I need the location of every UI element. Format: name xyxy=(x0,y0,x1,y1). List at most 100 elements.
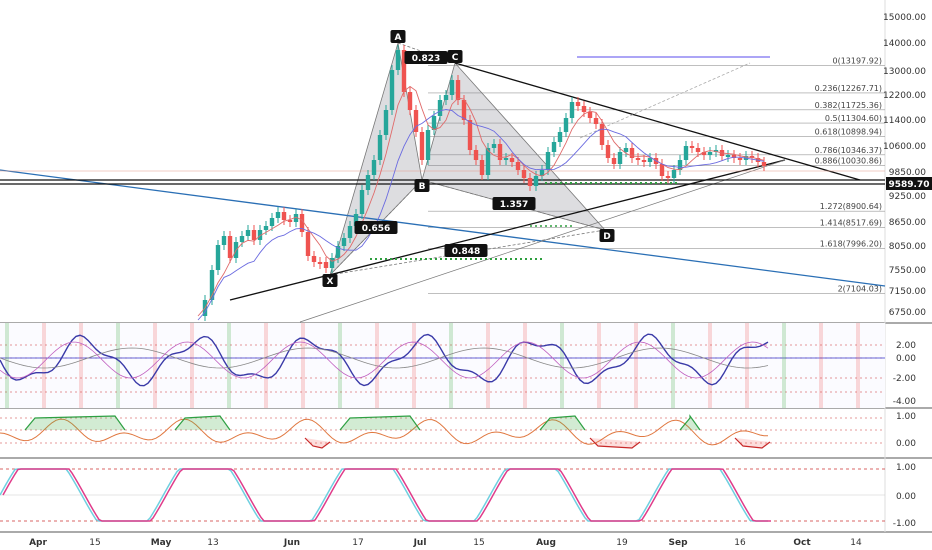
ratio-label-badge xyxy=(444,244,488,257)
candle xyxy=(383,110,389,135)
time-tick: Jul xyxy=(413,538,427,548)
candle xyxy=(539,170,545,176)
candle xyxy=(605,145,611,158)
osc2-tick: 0.00 xyxy=(896,439,916,449)
candle xyxy=(221,236,227,245)
fib-label: 0.5(11304.60) xyxy=(825,114,882,123)
current-price-badge xyxy=(886,177,932,190)
osc1-pane xyxy=(0,323,885,408)
candle xyxy=(629,148,635,158)
point-b: B xyxy=(419,182,426,192)
candle xyxy=(635,158,641,160)
osc1-highlight xyxy=(412,323,416,408)
candle xyxy=(467,120,473,150)
ratio-label-badge xyxy=(492,197,536,210)
candle xyxy=(587,112,593,118)
fib-label: 0.236(12267.71) xyxy=(815,84,882,93)
candle xyxy=(245,230,251,236)
osc1-highlight xyxy=(227,323,231,408)
osc1-highlight xyxy=(819,323,823,408)
ratio-label-badge xyxy=(404,51,448,64)
price-tick: 7550.00 xyxy=(889,266,926,276)
candle xyxy=(389,70,395,110)
candle xyxy=(323,262,329,268)
candle xyxy=(473,150,479,160)
osc1-highlight xyxy=(597,323,601,408)
candle xyxy=(341,238,347,246)
point-x: X xyxy=(327,277,334,287)
candle xyxy=(365,175,371,190)
fib-label: 2(7104.03) xyxy=(838,284,882,293)
time-tick: Aug xyxy=(536,538,556,548)
price-tick: 9250.00 xyxy=(889,192,926,202)
fib-label: 1.272(8900.64) xyxy=(820,202,882,211)
osc1-highlight xyxy=(745,323,749,408)
price-tick: 15000.00 xyxy=(883,13,926,23)
fib-label: 0.618(10898.94) xyxy=(815,127,882,136)
osc1-highlight xyxy=(523,323,527,408)
candle xyxy=(491,144,497,148)
candle xyxy=(251,230,257,240)
point-b-badge xyxy=(414,179,430,192)
osc1-tick: 0.00 xyxy=(896,354,916,364)
price-tick: 6750.00 xyxy=(889,308,926,318)
candle xyxy=(497,144,503,160)
candle xyxy=(347,226,353,238)
osc1-highlight xyxy=(449,323,453,408)
price-tick: 10600.00 xyxy=(883,142,926,152)
osc1-highlight xyxy=(79,323,83,408)
candle xyxy=(305,232,311,256)
osc1-highlight xyxy=(42,323,46,408)
time-tick: Jun xyxy=(283,538,300,548)
candle xyxy=(551,142,557,152)
candle xyxy=(575,102,581,106)
candle xyxy=(293,214,299,222)
osc2-green-segment xyxy=(679,414,701,431)
osc1-line-blue xyxy=(0,333,769,387)
osc1-highlight xyxy=(338,323,342,408)
candle xyxy=(269,218,275,226)
osc1-line-purple xyxy=(0,341,769,379)
osc1-highlight xyxy=(116,323,120,408)
point-a-badge xyxy=(390,30,406,43)
candle xyxy=(617,152,623,164)
osc1-highlight xyxy=(190,323,194,408)
candle xyxy=(329,258,335,268)
osc1-highlight xyxy=(301,323,305,408)
osc2-green-segment xyxy=(539,415,586,431)
price-tick: 11400.00 xyxy=(883,116,926,126)
candle xyxy=(707,152,713,155)
candle xyxy=(677,160,683,170)
ratio-label: 0.848 xyxy=(452,247,480,257)
candle xyxy=(287,220,293,222)
candle xyxy=(533,176,539,186)
candle xyxy=(401,50,407,92)
candle xyxy=(449,80,455,95)
time-tick: 15 xyxy=(89,538,100,548)
candle xyxy=(683,146,689,160)
candle xyxy=(701,152,707,155)
candle xyxy=(581,106,587,112)
point-c-badge xyxy=(447,50,463,63)
ratio-label: 0.823 xyxy=(412,54,440,64)
candle xyxy=(317,262,323,264)
fib-label: 1.618(7996.20) xyxy=(820,240,882,249)
candle xyxy=(227,236,233,258)
point-c: C xyxy=(452,53,459,63)
fib-label: 0(13197.92) xyxy=(832,56,882,65)
candle xyxy=(407,92,413,110)
osc1-tick: 2.00 xyxy=(896,341,916,351)
candle xyxy=(659,164,665,176)
osc2-red-segment xyxy=(589,437,641,449)
price-tick: 9850.00 xyxy=(889,168,926,178)
descending-trendline xyxy=(454,62,861,181)
candle xyxy=(431,116,437,130)
candle xyxy=(689,146,695,148)
ratio-label-badge xyxy=(354,221,398,234)
osc1-highlight xyxy=(486,323,490,408)
candle xyxy=(761,162,767,166)
fib-label: 1.414(8517.69) xyxy=(820,218,882,227)
candle xyxy=(209,270,215,300)
candle xyxy=(215,245,221,270)
